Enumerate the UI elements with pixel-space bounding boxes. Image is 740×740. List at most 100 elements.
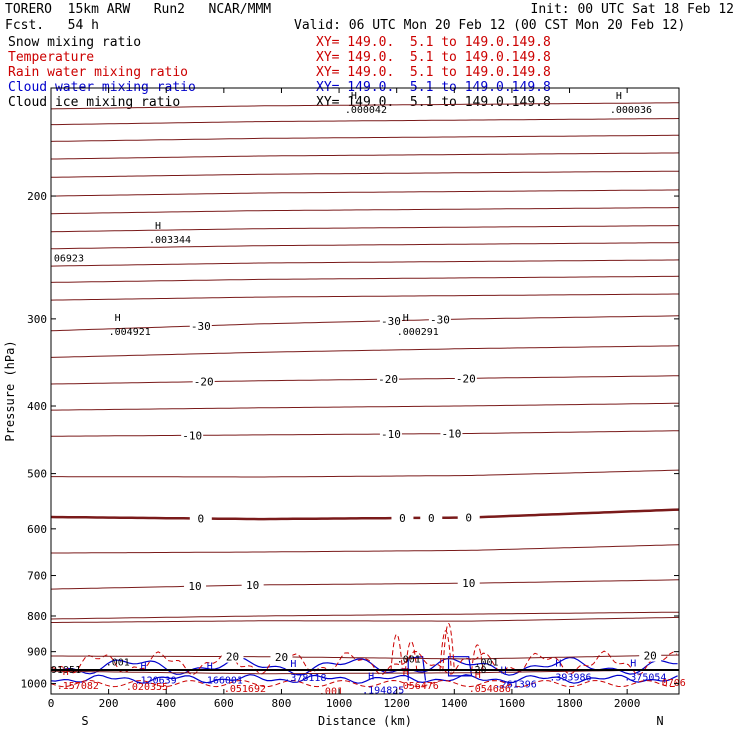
y-tick-label: 700 — [27, 570, 47, 583]
extremum-label: .054686 — [469, 684, 511, 695]
y-tick-label: 800 — [27, 610, 47, 623]
isotherm-line — [50, 430, 680, 437]
extremum-label: .120639 — [135, 676, 177, 687]
isotherm-label-bg — [391, 512, 414, 525]
extremum-label: .020355 — [126, 682, 168, 693]
x-tick-label: 800 — [272, 697, 292, 710]
cloud-water-contour — [50, 674, 678, 684]
extremum-label: .056476 — [397, 681, 439, 692]
extremum-marker: H — [630, 659, 636, 670]
extremum-label: .003344 — [149, 235, 191, 246]
extremum-marker: H — [403, 313, 409, 324]
isotherm-label: 20 — [275, 651, 288, 664]
isotherm-label-bg — [457, 511, 480, 524]
cloud-water-contour — [447, 656, 473, 677]
isotherm-line — [50, 275, 680, 283]
isotherm-line — [50, 170, 679, 178]
field-label-temperature: Temperature — [8, 50, 95, 65]
isotherm-label: 0 — [399, 512, 406, 525]
valid-time: Valid: 06 UTC Mon 20 Feb 12 (00 CST Mon … — [294, 18, 686, 33]
forecast-hour: Fcst. 54 h — [5, 18, 99, 33]
isotherm-label: 10 — [462, 577, 475, 590]
rain-contour — [442, 622, 455, 672]
isotherm-line — [51, 402, 679, 411]
extremum-label: 06923 — [54, 253, 84, 264]
x-tick-label: 2000 — [614, 697, 641, 710]
extremum-marker: H — [115, 313, 121, 324]
isotherm-label: 0 — [197, 512, 204, 525]
isotherm-line — [50, 259, 680, 267]
extremum-marker: H — [63, 667, 69, 678]
temperature-isotherms: -30 -30 -30 -20 -20 -20 -10 -10 -10 0 0 0 0 10 10 10 20 2… — [50, 102, 680, 675]
extremum-label: .261396 — [495, 679, 537, 690]
isotherm-line — [51, 654, 680, 660]
extremum-label: .194825 — [362, 686, 404, 697]
extremum-label: .001 — [319, 686, 343, 697]
isotherm-line — [50, 293, 679, 301]
init-time: Init: 00 UTC Sat 18 Feb 12 — [530, 2, 735, 17]
extremum-label: .001 — [106, 658, 130, 669]
field-xy-cloud-ice: XY= 149.0. 5.1 to 149.0.149.8 — [316, 95, 551, 110]
isotherm-line — [50, 345, 680, 358]
rain-contour — [439, 630, 452, 672]
x-tick-label: 1000 — [326, 697, 353, 710]
isotherm-label: -10 — [381, 428, 401, 441]
x-tick-label: 1400 — [441, 697, 468, 710]
x-tick-label: 1800 — [556, 697, 583, 710]
cloud-water-contour — [50, 656, 678, 676]
isotherm-label: -20 — [456, 372, 476, 385]
isotherm-line — [51, 152, 680, 160]
x-tick-label: 1200 — [383, 697, 410, 710]
extremum-label: .157082 — [57, 681, 99, 692]
rain-contour — [50, 679, 677, 688]
isotherm-label: -30 — [381, 315, 401, 328]
isotherm-line — [51, 189, 680, 197]
field-label-cloud-ice: Cloud ice mixing ratio — [8, 95, 181, 110]
extremum-marker: H — [155, 221, 161, 232]
isotherm-label-bg — [639, 649, 662, 662]
x-axis-title: Distance (km) — [318, 714, 412, 728]
extremum-label: .004921 — [109, 327, 151, 338]
y-tick-label: 200 — [27, 190, 47, 203]
isotherm-line — [50, 579, 680, 590]
isotherm-label: 20 — [644, 650, 657, 663]
field-label-rain: Rain water mixing ratio — [8, 65, 189, 80]
isotherm-label: -30 — [191, 320, 211, 333]
extremum-label: .393986 — [549, 673, 591, 684]
y-tick-label: 600 — [27, 523, 47, 536]
field-xy-snow: XY= 149.0. 5.1 to 149.0.149.8 — [316, 35, 551, 50]
isotherm-label-bg — [184, 580, 207, 593]
extremum-marker: H — [475, 670, 481, 681]
north-label: N — [656, 714, 663, 728]
extremum-marker: H — [207, 662, 213, 673]
extremum-label: .000042 — [345, 105, 387, 116]
y-tick-label: 300 — [27, 313, 47, 326]
isotherm-line — [50, 102, 679, 110]
extremum-label: .000036 — [610, 105, 652, 116]
isotherm-label-bg — [454, 372, 477, 385]
isotherm-line — [50, 225, 679, 233]
extremum-label: .001 — [397, 654, 421, 665]
isotherm-label-bg — [440, 427, 463, 440]
isotherm-label: 10 — [188, 580, 201, 593]
isotherm-label-bg — [377, 373, 400, 386]
x-tick-label: 200 — [99, 697, 119, 710]
rain-contour — [50, 650, 677, 676]
field-xy-temperature: XY= 149.0. 5.1 to 149.0.149.8 — [316, 50, 551, 65]
extremum-marker: H — [290, 659, 296, 670]
isotherm-label-bg — [270, 650, 293, 663]
isotherm-line — [51, 544, 680, 554]
extremum-marker: H — [368, 672, 374, 683]
isotherm-line — [51, 118, 680, 126]
rain-contour — [390, 633, 403, 672]
extremum-marker: H — [616, 91, 622, 102]
isotherm-label: -10 — [182, 429, 202, 442]
isotherm-label-bg — [241, 579, 264, 592]
isotherm-line — [50, 669, 680, 675]
isotherm-label-bg — [189, 512, 212, 525]
x-tick-label: 0 — [48, 697, 55, 710]
axes: 0 200 400 600 800 1000 1200 1400 1600 1800 2000200… — [21, 88, 679, 710]
field-xy-rain: XY= 149.0. 5.1 to 149.0.149.8 — [316, 65, 551, 80]
isotherm-label: -30 — [430, 314, 450, 327]
isotherm-line — [50, 611, 679, 620]
